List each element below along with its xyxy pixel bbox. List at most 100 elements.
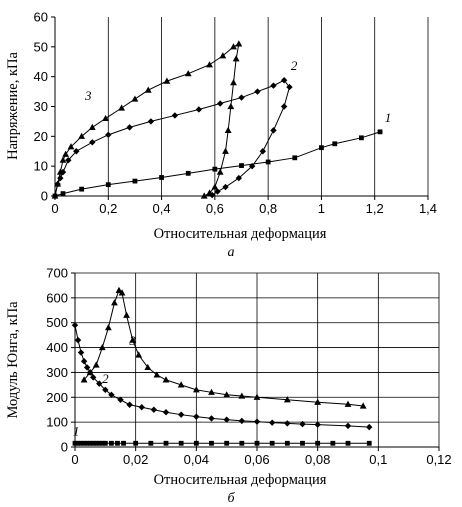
x-tick-label: 0,12 xyxy=(426,452,451,467)
data-point xyxy=(209,440,214,446)
chart-a-gridlines xyxy=(107,17,429,196)
data-point xyxy=(254,88,261,95)
curve-label-2: 2 xyxy=(291,58,298,73)
data-point xyxy=(144,363,152,371)
data-point xyxy=(211,183,219,190)
data-point xyxy=(177,381,185,388)
data-point xyxy=(230,79,237,86)
data-point xyxy=(153,371,161,378)
data-point xyxy=(208,388,215,395)
y-tick-label: 500 xyxy=(46,315,68,330)
data-point xyxy=(80,358,88,365)
y-tick-label: 200 xyxy=(46,390,68,405)
data-point xyxy=(96,380,103,387)
data-point xyxy=(59,168,67,176)
data-point xyxy=(359,402,367,409)
data-point xyxy=(109,440,114,446)
chart-b-x-ticks: 0 0,02 0,04 0,06 0,08 0,1 0,12 xyxy=(71,452,451,467)
series-1 xyxy=(52,129,383,199)
chart-a-y-axis-label: Напряжение, кПа xyxy=(5,52,21,160)
data-point xyxy=(185,170,191,176)
x-tick-label: 0,6 xyxy=(206,201,224,216)
data-point xyxy=(268,419,276,426)
data-point xyxy=(115,286,123,293)
x-tick-label: 1 xyxy=(318,201,325,216)
data-point xyxy=(162,376,170,383)
series-line-1 xyxy=(54,131,381,197)
data-point xyxy=(284,440,290,446)
data-point xyxy=(238,417,246,425)
data-point xyxy=(147,118,155,125)
data-point xyxy=(126,124,133,131)
data-point xyxy=(60,191,66,197)
data-point xyxy=(216,100,224,107)
curve-label-3: 3 xyxy=(128,333,136,348)
data-point xyxy=(280,77,288,84)
data-point xyxy=(74,336,82,344)
data-point xyxy=(84,440,90,446)
data-point xyxy=(235,40,243,47)
data-point xyxy=(163,440,169,446)
data-point xyxy=(223,391,231,398)
data-point xyxy=(344,422,352,430)
series-3 xyxy=(80,286,367,409)
data-point xyxy=(238,392,246,399)
data-point xyxy=(224,126,232,133)
data-point xyxy=(300,440,305,446)
chart-a-series xyxy=(51,40,383,200)
data-point xyxy=(86,368,94,376)
data-point xyxy=(230,43,237,50)
data-point xyxy=(118,104,126,111)
y-tick-label: 60 xyxy=(34,10,48,25)
data-point xyxy=(92,361,100,368)
chart-b-y-axis-label: Модуль Юнга, кПа xyxy=(5,301,21,419)
data-point xyxy=(78,440,84,446)
curve-label-2: 2 xyxy=(102,371,109,386)
chart-a-x-axis-label: Относительная деформация xyxy=(154,226,327,242)
data-point xyxy=(366,440,372,446)
data-point xyxy=(80,376,88,383)
data-point xyxy=(98,343,106,351)
data-point xyxy=(126,401,133,408)
y-tick-label: 300 xyxy=(46,365,68,380)
chart-b-panel-label: б xyxy=(227,491,235,506)
data-point xyxy=(162,409,170,416)
data-point xyxy=(253,393,261,400)
data-point xyxy=(132,178,138,184)
y-tick-label: 0 xyxy=(61,440,68,455)
data-point xyxy=(117,396,124,403)
chart-b-axes xyxy=(71,272,440,451)
y-tick-label: 30 xyxy=(34,99,48,114)
data-point xyxy=(253,418,261,425)
y-tick-label: 20 xyxy=(34,129,48,144)
chart-a-x-ticks: 0 0,2 0,4 0,6 0,8 1 1,2 1,4 xyxy=(51,201,437,216)
data-point xyxy=(131,95,139,102)
data-point xyxy=(54,180,62,187)
y-tick-label: 0 xyxy=(41,189,48,204)
x-tick-label: 0,06 xyxy=(244,452,269,467)
data-point xyxy=(56,168,64,175)
data-point xyxy=(345,440,351,446)
data-point xyxy=(208,415,215,422)
series-line-3 xyxy=(83,289,364,407)
data-point xyxy=(78,132,86,139)
data-point xyxy=(138,404,145,411)
chart-a-panel-label: а xyxy=(228,245,235,260)
chart-b-series xyxy=(71,286,373,446)
data-point xyxy=(178,440,184,446)
data-point xyxy=(75,440,81,446)
data-point xyxy=(81,440,87,446)
data-point xyxy=(105,131,112,139)
data-point xyxy=(159,175,164,180)
data-point xyxy=(102,440,108,446)
data-point xyxy=(115,440,120,446)
data-point xyxy=(135,351,143,358)
data-point xyxy=(171,112,179,119)
x-tick-label: 0,8 xyxy=(259,201,277,216)
x-tick-label: 0,4 xyxy=(153,201,171,216)
data-point xyxy=(238,94,245,101)
data-point xyxy=(105,182,111,188)
data-point xyxy=(65,157,72,164)
data-point xyxy=(223,416,230,423)
y-tick-label: 40 xyxy=(34,69,48,84)
